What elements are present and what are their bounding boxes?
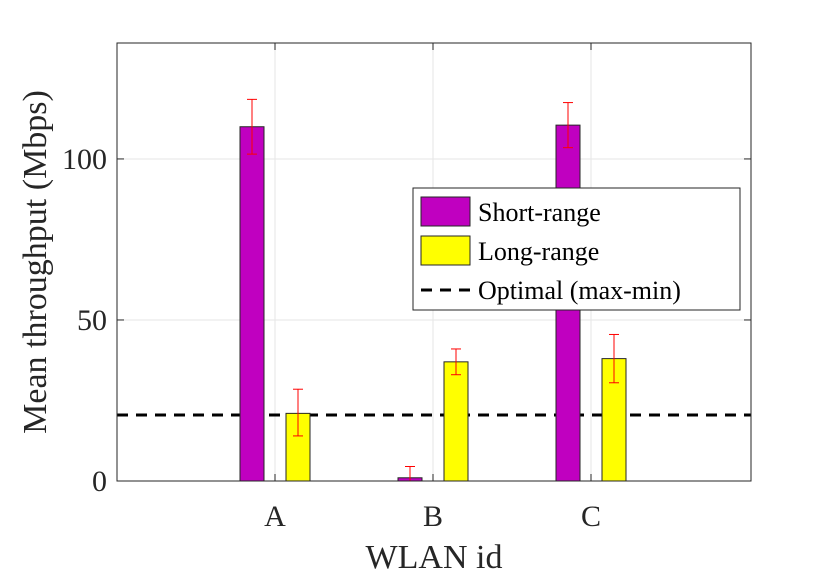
- legend-label-short-range: Short-range: [478, 198, 601, 227]
- legend-swatch-long-range: [420, 235, 471, 266]
- x-tick-label-C: C: [581, 500, 601, 533]
- error-bars: [247, 98, 619, 482]
- legend-label-optimal: Optimal (max-min): [478, 276, 681, 305]
- legend: Short-range Long-range Optimal (max-min): [412, 187, 741, 311]
- x-axis-ticks: A B C: [264, 43, 601, 533]
- x-tick-label-B: B: [423, 500, 443, 533]
- y-tick-label-100: 100: [62, 143, 107, 176]
- y-tick-label-0: 0: [92, 465, 107, 498]
- y-axis-label: Mean throughput (Mbps): [17, 90, 54, 434]
- bar-long-range-B: [443, 361, 469, 482]
- plot-frame: [116, 42, 752, 482]
- x-tick-label-A: A: [264, 500, 286, 533]
- bar-short-range-A: [239, 126, 265, 482]
- x-axis-label: WLAN id: [366, 539, 503, 576]
- legend-label-long-range: Long-range: [478, 237, 599, 266]
- y-axis-ticks: 0 50 100: [62, 143, 751, 498]
- legend-swatch-short-range: [420, 196, 471, 227]
- y-tick-label-50: 50: [77, 304, 107, 337]
